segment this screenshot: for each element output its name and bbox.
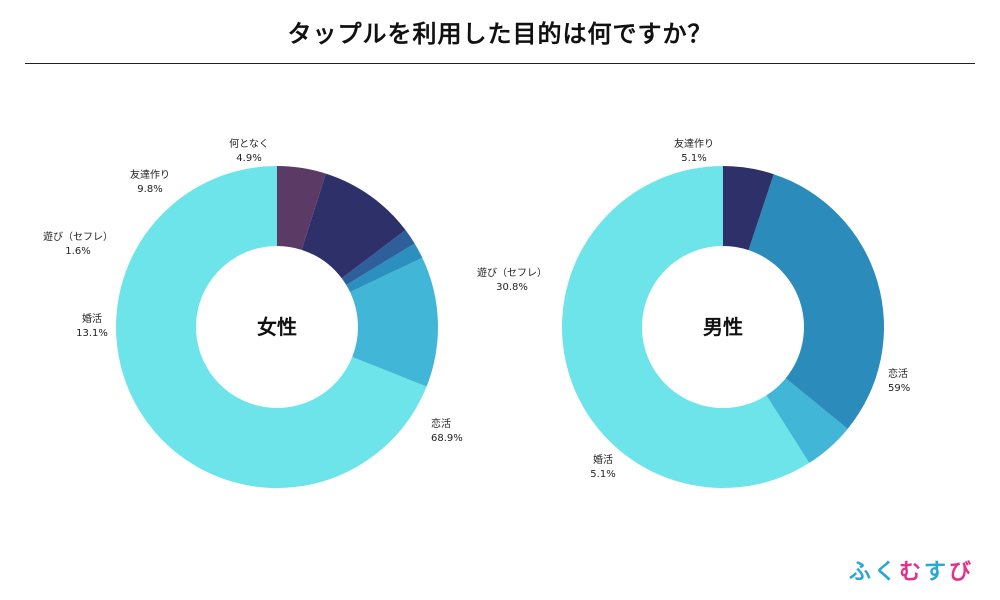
page-title: タップルを利用した目的は何ですか？ <box>287 20 713 48</box>
slice-label: 遊び（セフレ） 1.6% <box>43 230 113 257</box>
brand-char: す <box>923 560 949 585</box>
slice-label-value: 5.1% <box>681 153 706 164</box>
pie-slice <box>748 174 884 429</box>
slice-label: 遊び（セフレ） 30.8% <box>477 266 547 293</box>
pie-slice <box>301 173 406 279</box>
slice-label-value: 5.1% <box>590 469 615 480</box>
slice-label-value: 68.9% <box>431 433 463 444</box>
slice-label-name: 恋活 <box>888 367 908 380</box>
slice-label-name: 遊び（セフレ） <box>477 266 547 279</box>
donut-center-label: 男性 <box>703 315 743 339</box>
slice-label-name: 婚活 <box>82 312 102 325</box>
pie-slice <box>277 166 326 250</box>
slice-label-name: 友達作り <box>130 168 170 181</box>
slice-label: 何となく 4.9% <box>229 137 269 164</box>
slice-label-name: 婚活 <box>593 453 613 466</box>
slice-label: 恋活 68.9% <box>431 417 463 444</box>
slice-label-value: 4.9% <box>236 153 261 164</box>
slice-label-name: 何となく <box>229 137 269 150</box>
title-divider <box>25 63 975 64</box>
slice-label: 友達作り 9.8% <box>130 168 170 195</box>
slice-label-value: 13.1% <box>76 328 108 339</box>
pie-slice <box>346 243 423 293</box>
brand-logo: ふくむすび <box>849 554 974 586</box>
slice-label: 友達作り 5.1% <box>674 137 714 164</box>
brand-char: ふ <box>848 560 874 585</box>
brand-char: び <box>948 560 974 585</box>
slice-label-value: 59% <box>888 383 910 394</box>
donut-chart-male: 恋活 59% 婚活 5.1% 遊び（セフレ） 30.8% 友達作り 5.1% 男性 <box>477 137 910 488</box>
brand-char: む <box>898 560 924 585</box>
donut-center-label: 女性 <box>257 315 297 339</box>
pie-slice <box>723 166 774 251</box>
slice-label-name: 友達作り <box>674 137 714 150</box>
slice-label-name: 恋活 <box>431 417 451 430</box>
slice-label: 恋活 59% <box>888 367 910 394</box>
slice-label-value: 9.8% <box>137 184 162 195</box>
pie-slice <box>350 257 439 387</box>
pie-slice <box>562 166 810 488</box>
slice-label: 婚活 5.1% <box>590 453 615 480</box>
slice-label-value: 30.8% <box>496 282 528 293</box>
pie-slice <box>116 166 427 488</box>
donut-chart-female: 恋活 68.9% 婚活 13.1% 遊び（セフレ） 1.6% 友達作り 9.8% 何となく 4.9… <box>43 137 463 488</box>
slice-label-value: 1.6% <box>65 246 90 257</box>
pie-slice <box>766 378 848 463</box>
pie-slice <box>341 230 415 285</box>
slice-label: 婚活 13.1% <box>76 312 108 339</box>
brand-char: く <box>873 560 899 585</box>
slice-label-name: 遊び（セフレ） <box>43 230 113 243</box>
